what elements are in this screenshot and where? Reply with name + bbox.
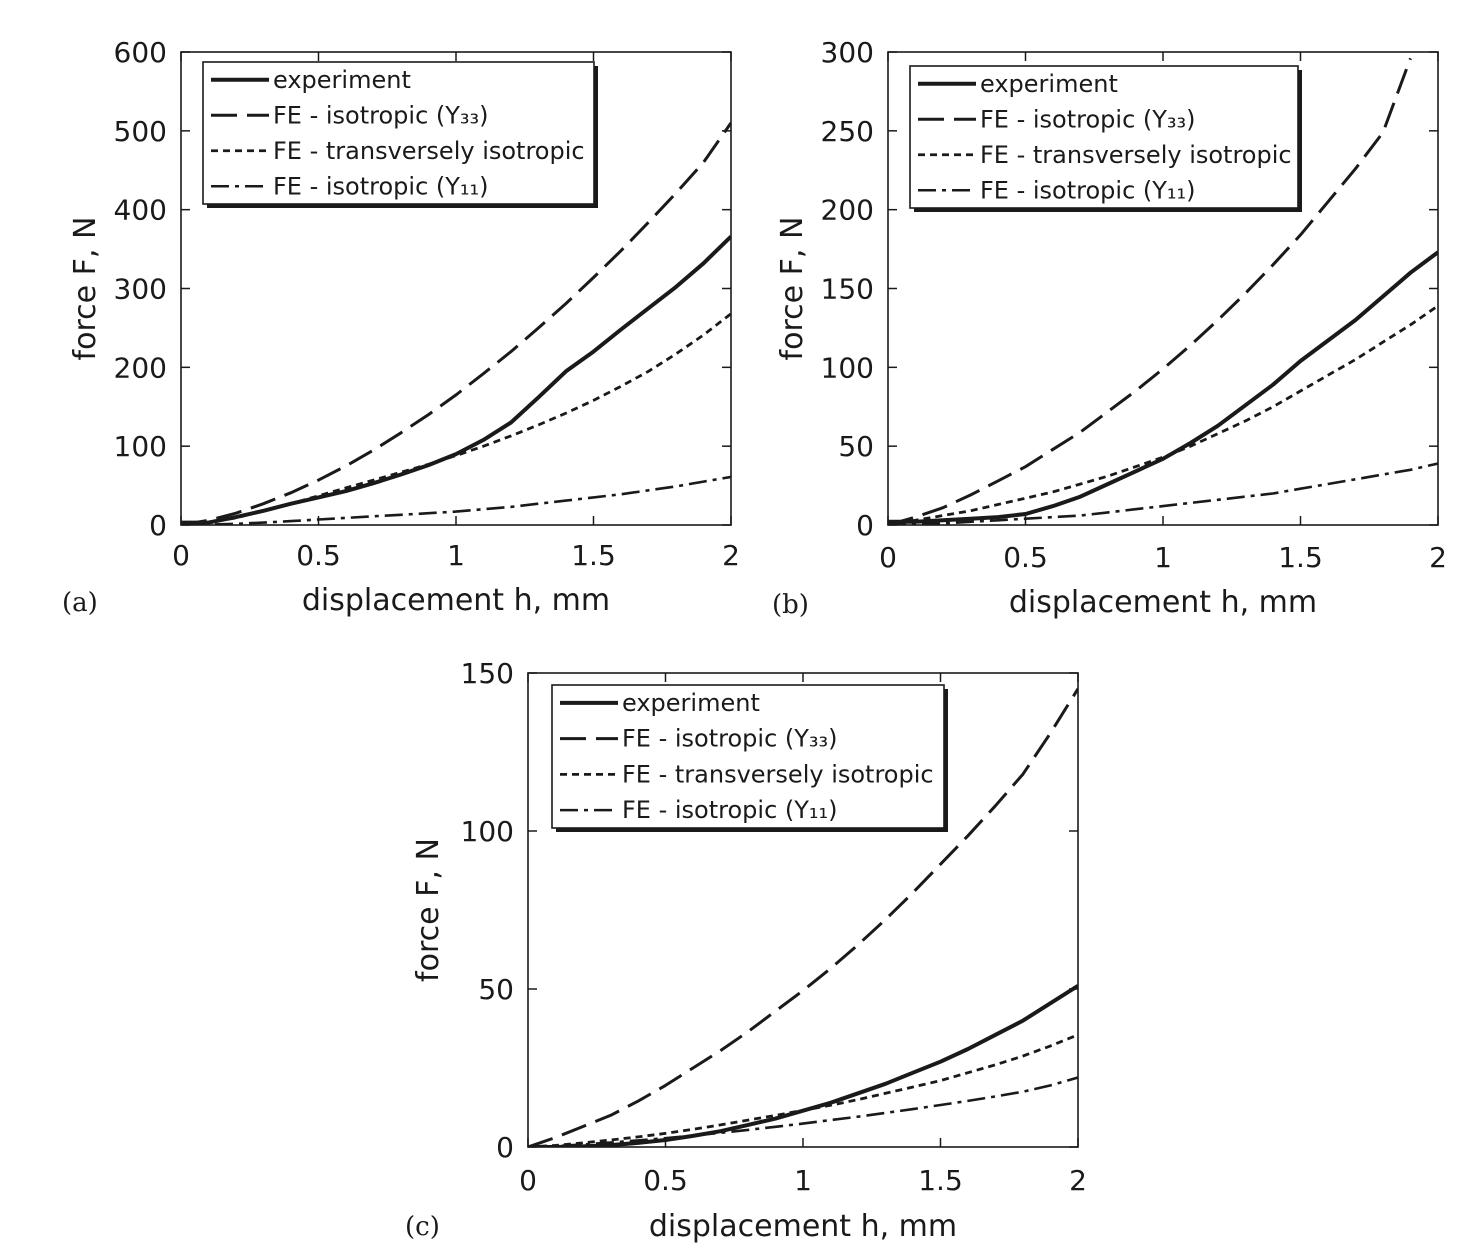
x-tick-label: 1 [794,1164,812,1197]
x-tick-label: 0 [172,539,190,572]
legend-label: experiment [980,70,1118,98]
x-tick-label: 1 [1154,541,1172,574]
y-tick-label: 150 [821,273,874,306]
y-axis-label: force F, N [68,217,103,361]
x-tick-label: 1.5 [1278,541,1323,574]
x-tick-label: 0 [519,1164,537,1197]
series-line-dash-dot [528,1076,1078,1147]
legend-label: FE - isotropic (Y₁₁) [622,796,838,824]
y-tick-label: 500 [114,115,167,148]
legend-label: FE - transversely isotropic [273,137,585,165]
y-tick-label: 400 [114,194,167,227]
y-tick-label: 300 [114,273,167,306]
legend-label: FE - transversely isotropic [622,760,934,788]
legend-label: experiment [273,66,411,94]
series-line-solid [181,235,731,525]
y-tick-label: 100 [821,351,874,384]
legend: experiment FE - isotropic (Y₃₃) FE - trans… [551,684,948,832]
series-line-long-dash [181,122,731,525]
x-tick-label: 1.5 [571,539,616,572]
legend-label: FE - isotropic (Y₃₃) [622,725,838,753]
legend-box [909,65,1299,209]
y-axis-label: force F, N [411,838,446,982]
x-tick-label: 2 [722,539,740,572]
series-group [181,122,731,525]
series-line-solid [888,250,1438,524]
y-tick-label: 100 [114,430,167,463]
x-tick-label: 1.5 [918,1164,963,1197]
x-axis-label: displacement h, mm [1009,585,1317,620]
legend-box [202,61,595,205]
series-line-short-dash [181,312,731,525]
y-tick-label: 200 [821,194,874,227]
x-tick-label: 0 [879,541,897,574]
y-tick-label: 0 [149,509,167,542]
x-axis-label: displacement h, mm [302,583,610,618]
x-tick-label: 0.5 [643,1164,688,1197]
y-tick-label: 300 [821,36,874,69]
series-line-short-dash [528,1033,1078,1147]
x-tick-label: 1 [447,539,465,572]
y-tick-label: 250 [821,115,874,148]
series-group [888,57,1438,525]
legend-label: FE - transversely isotropic [980,141,1292,169]
x-tick-label: 0.5 [296,539,341,572]
series-line-short-dash [888,304,1438,525]
x-tick-label: 2 [1429,541,1447,574]
legend-label: FE - isotropic (Y₃₃) [980,105,1196,133]
panel-label: (b) [772,590,809,620]
series-line-long-dash [888,57,1412,525]
panel-label: (a) [62,588,98,618]
y-tick-label: 600 [114,36,167,69]
series-line-dash-dot [888,462,1438,525]
y-axis-label: force F, N [775,217,810,361]
x-tick-label: 0.5 [1003,541,1048,574]
series-group [528,688,1078,1147]
y-tick-label: 0 [496,1131,514,1164]
chart-panel-2: 0 0.5 1 1.5 2 0 50 100 150 200 250 300 displacement … [772,36,1447,620]
y-tick-label: 200 [114,351,167,384]
y-tick-label: 100 [461,815,514,848]
legend-label: FE - isotropic (Y₃₃) [273,101,489,129]
legend-box [551,684,945,829]
y-tick-label: 0 [856,509,874,542]
legend: experiment FE - isotropic (Y₃₃) FE - trans… [202,61,598,208]
legend: experiment FE - isotropic (Y₃₃) FE - trans… [909,65,1302,212]
y-tick-label: 50 [478,973,514,1006]
panel-label: (c) [405,1212,440,1242]
legend-label: FE - isotropic (Y₁₁) [273,172,489,200]
series-line-dash-dot [181,475,731,525]
legend-label: experiment [622,689,760,717]
x-tick-label: 2 [1069,1164,1087,1197]
legend-label: FE - isotropic (Y₁₁) [980,176,1196,204]
x-axis-label: displacement h, mm [649,1209,957,1244]
y-tick-label: 150 [461,657,514,690]
chart-panel-1: 0 0.5 1 1.5 2 0 100 200 300 400 500 600 displacement… [62,36,740,618]
y-tick-label: 50 [838,430,874,463]
chart-panel-3: 0 0.5 1 1.5 2 0 50 100 150 displacement h, mm forc… [405,657,1087,1244]
